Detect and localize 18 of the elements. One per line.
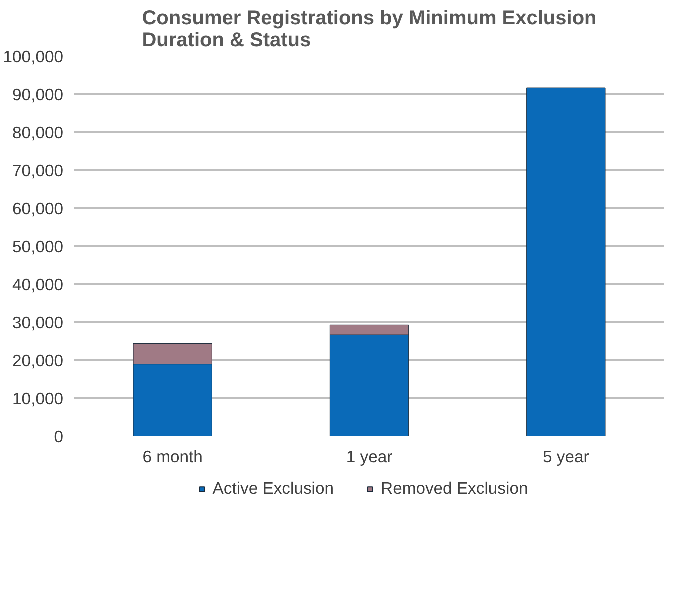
y-tick-label: 70,000 xyxy=(12,162,64,180)
y-tick-label: 30,000 xyxy=(12,314,64,332)
y-tick-label: 60,000 xyxy=(12,200,64,218)
y-tick-label: 40,000 xyxy=(12,276,64,294)
y-tick-label: 100,000 xyxy=(3,48,64,66)
bar xyxy=(526,88,606,436)
y-tick-label: 20,000 xyxy=(12,352,64,370)
chart-title: Consumer Registrations by Minimum Exclusion Duration & Status xyxy=(142,8,597,52)
x-tick-label: 5 year xyxy=(543,448,590,466)
y-tick-label: 0 xyxy=(54,428,64,446)
y-tick-label: 90,000 xyxy=(12,86,64,104)
legend-label: Active Exclusion xyxy=(212,479,334,499)
y-tick-label: 10,000 xyxy=(12,390,64,408)
y-tick-label: 80,000 xyxy=(12,124,64,142)
y-tick-label: 50,000 xyxy=(12,238,64,256)
legend-label: Removed Exclusion xyxy=(381,479,528,499)
x-tick-label: 1 year xyxy=(346,448,394,466)
x-tick-label: 6 month xyxy=(142,448,203,466)
